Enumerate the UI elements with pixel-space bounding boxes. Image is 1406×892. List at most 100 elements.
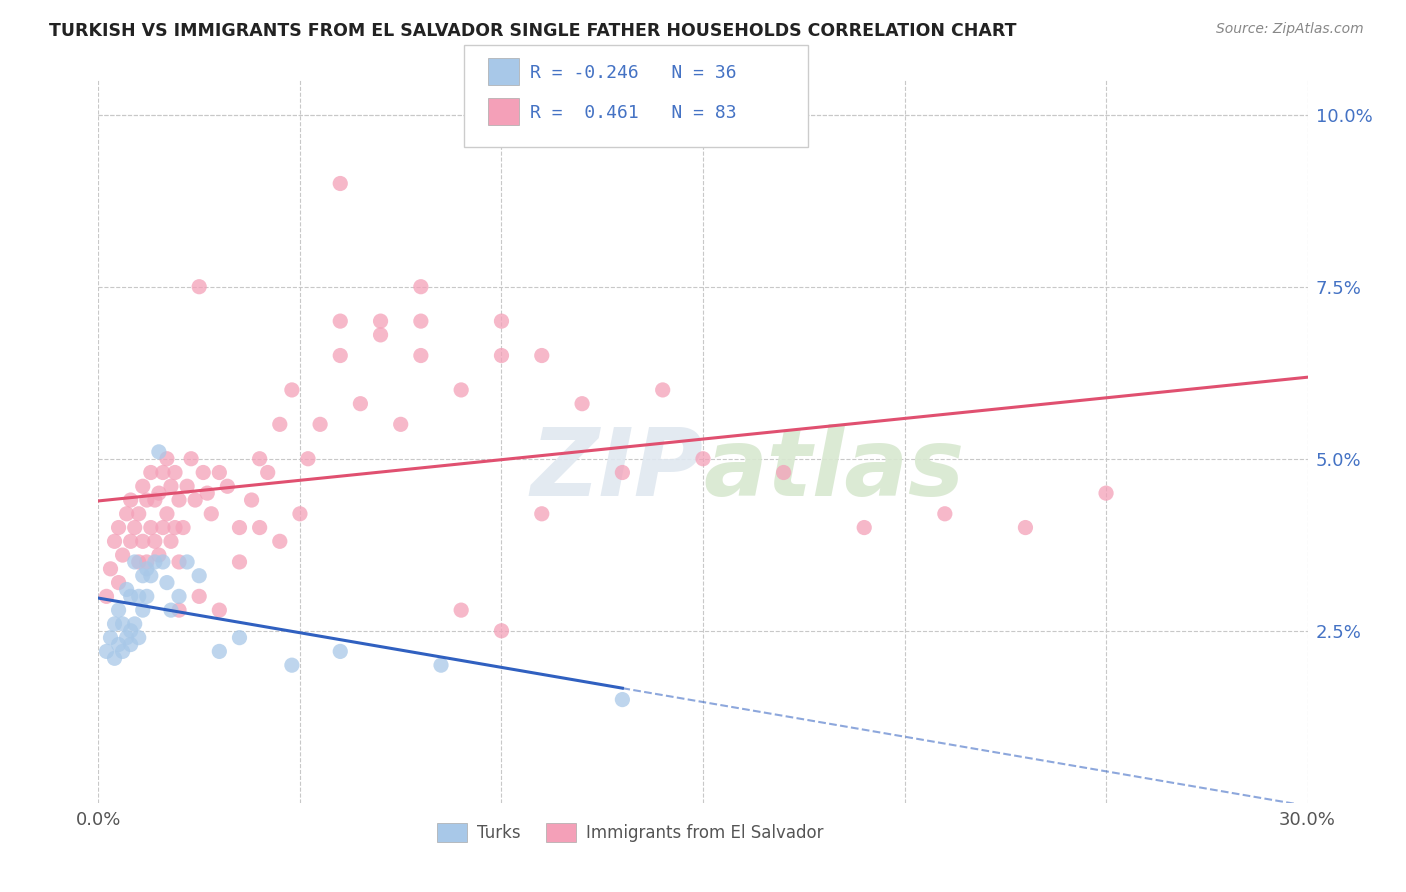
Point xyxy=(228,555,250,569)
Point xyxy=(111,548,134,562)
Point xyxy=(167,555,190,569)
Point xyxy=(103,651,125,665)
Point xyxy=(1095,486,1118,500)
Point xyxy=(167,493,190,508)
Point xyxy=(772,466,794,480)
Point xyxy=(115,582,138,597)
Point xyxy=(96,644,118,658)
Point xyxy=(139,520,162,534)
Point xyxy=(132,534,155,549)
Point xyxy=(148,445,170,459)
Point xyxy=(297,451,319,466)
Point xyxy=(156,575,179,590)
Point xyxy=(934,507,956,521)
Point xyxy=(100,631,122,645)
Point xyxy=(491,624,513,638)
Point xyxy=(370,314,392,328)
Point xyxy=(184,493,207,508)
Point xyxy=(430,658,453,673)
Point xyxy=(571,397,593,411)
Point xyxy=(450,383,472,397)
Point xyxy=(329,177,352,191)
Point xyxy=(107,603,129,617)
Point xyxy=(269,417,291,432)
Point xyxy=(103,534,125,549)
Point xyxy=(188,568,211,582)
Point xyxy=(107,520,129,534)
Point xyxy=(208,644,231,658)
Point xyxy=(167,603,190,617)
Point xyxy=(172,520,194,534)
Point xyxy=(132,568,155,582)
Point xyxy=(228,520,250,534)
Point xyxy=(120,534,142,549)
Point xyxy=(288,507,311,521)
Point xyxy=(1014,520,1036,534)
Legend: Turks, Immigrants from El Salvador: Turks, Immigrants from El Salvador xyxy=(430,816,830,848)
Point xyxy=(612,692,634,706)
Point xyxy=(143,555,166,569)
Point xyxy=(200,507,222,521)
Point xyxy=(128,631,150,645)
Point xyxy=(612,466,634,480)
Point xyxy=(148,486,170,500)
Text: R = -0.246   N = 36: R = -0.246 N = 36 xyxy=(530,64,737,82)
Point xyxy=(115,507,138,521)
Point xyxy=(152,466,174,480)
Point xyxy=(163,466,186,480)
Point xyxy=(692,451,714,466)
Point xyxy=(152,555,174,569)
Text: ZIP: ZIP xyxy=(530,425,703,516)
Point xyxy=(195,486,218,500)
Point xyxy=(208,603,231,617)
Point xyxy=(450,603,472,617)
Point xyxy=(111,616,134,631)
Point xyxy=(281,383,304,397)
Point xyxy=(120,493,142,508)
Point xyxy=(309,417,332,432)
Point xyxy=(349,397,371,411)
Point xyxy=(281,658,304,673)
Point xyxy=(240,493,263,508)
Point xyxy=(228,631,250,645)
Point xyxy=(152,520,174,534)
Point xyxy=(491,314,513,328)
Point xyxy=(124,520,146,534)
Point xyxy=(180,451,202,466)
Text: TURKISH VS IMMIGRANTS FROM EL SALVADOR SINGLE FATHER HOUSEHOLDS CORRELATION CHAR: TURKISH VS IMMIGRANTS FROM EL SALVADOR S… xyxy=(49,22,1017,40)
Point xyxy=(135,590,157,604)
Point xyxy=(96,590,118,604)
Point xyxy=(329,314,352,328)
Point xyxy=(249,451,271,466)
Point xyxy=(193,466,215,480)
Point xyxy=(100,562,122,576)
Point xyxy=(370,327,392,342)
Point xyxy=(329,349,352,363)
Text: atlas: atlas xyxy=(703,425,965,516)
Point xyxy=(120,624,142,638)
Point xyxy=(156,451,179,466)
Point xyxy=(120,638,142,652)
Point xyxy=(132,603,155,617)
Point xyxy=(128,555,150,569)
Point xyxy=(128,590,150,604)
Point xyxy=(143,534,166,549)
Point xyxy=(156,507,179,521)
Point xyxy=(530,349,553,363)
Point xyxy=(139,568,162,582)
Point xyxy=(530,507,553,521)
Point xyxy=(139,466,162,480)
Point xyxy=(176,479,198,493)
Point xyxy=(176,555,198,569)
Point xyxy=(115,631,138,645)
Point xyxy=(132,479,155,493)
Point xyxy=(409,314,432,328)
Point xyxy=(491,349,513,363)
Point xyxy=(409,279,432,293)
Text: Source: ZipAtlas.com: Source: ZipAtlas.com xyxy=(1216,22,1364,37)
Point xyxy=(188,279,211,293)
Point xyxy=(208,466,231,480)
Point xyxy=(160,479,183,493)
Point xyxy=(217,479,239,493)
Point xyxy=(163,520,186,534)
